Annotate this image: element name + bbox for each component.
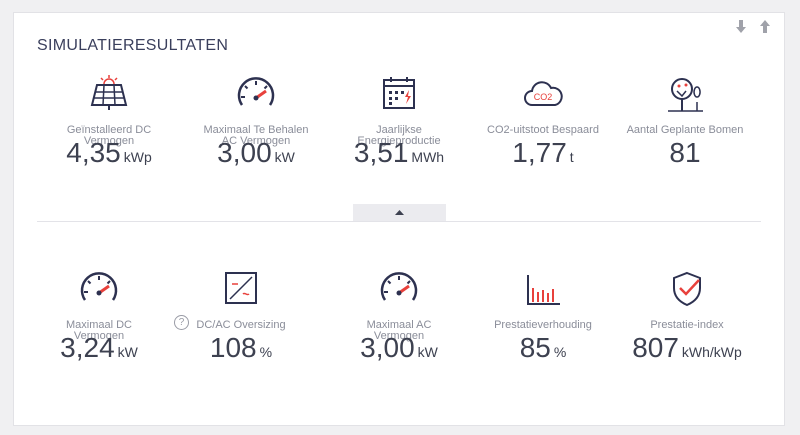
metric-unit: kWh/kWp xyxy=(681,344,742,360)
sort-arrows[interactable] xyxy=(734,19,774,35)
card-title: SIMULATIERESULTATEN xyxy=(37,37,229,54)
metric-unit: kW xyxy=(274,149,295,165)
metric-icon xyxy=(383,77,415,109)
metric-icon xyxy=(668,78,703,112)
metric-label: Maximaal AC Vermogen xyxy=(366,319,432,342)
results-card: SIMULATIERESULTATEN Geïnstalleerd DC Ver… xyxy=(13,12,785,426)
metric-label: Jaarlijkse Energieproductie xyxy=(357,124,441,147)
metric-value-row: 108% xyxy=(166,332,316,364)
metric-icon xyxy=(237,77,275,106)
metric-label: DC/AC Oversizing xyxy=(196,319,286,331)
metric-icon xyxy=(527,275,560,305)
metric-icon xyxy=(80,272,118,301)
metric-unit: MWh xyxy=(411,149,445,165)
metric-value-row: 3,51 MWh xyxy=(324,137,474,169)
metric-value: 85 xyxy=(519,332,551,363)
metric-icon xyxy=(225,272,257,304)
metric-value: 3,00 xyxy=(217,137,272,168)
metric-value: 108 xyxy=(209,332,257,363)
metric-value-row: 85% xyxy=(468,332,618,364)
metric-label: Prestatieverhouding xyxy=(494,319,592,331)
metric-value: 1,77 xyxy=(512,137,567,168)
metric-label: Geïnstalleerd DC Vermogen xyxy=(66,124,152,147)
metric-icon: CO2 xyxy=(524,81,563,106)
metric-icon xyxy=(673,271,701,307)
metric-unit: % xyxy=(553,344,567,360)
metric-value-row: 3,24 kW xyxy=(24,332,174,364)
metric-value: 3,24 xyxy=(60,332,115,363)
metric-value: 3,51 xyxy=(353,137,409,168)
metric-label: Maximaal DC Vermogen xyxy=(65,319,132,342)
metric-unit: % xyxy=(259,344,273,360)
metric-value: 81 xyxy=(669,137,701,168)
metric-label: Prestatie-index xyxy=(650,319,724,331)
metric-value: 4,35 xyxy=(66,137,121,168)
metric-value-row: 81 xyxy=(610,137,760,169)
metric-icon xyxy=(90,75,128,110)
collapse-toggle[interactable] xyxy=(353,204,446,221)
metric-unit: kW xyxy=(417,344,438,360)
help-icon[interactable]: ? xyxy=(174,315,189,330)
divider xyxy=(37,221,761,222)
metric-value-row: 4,35 kWp xyxy=(34,137,184,169)
metric-value-row: 3,00 kW xyxy=(324,332,474,364)
metric-unit: t xyxy=(569,149,574,165)
metric-icon xyxy=(380,272,418,301)
metric-label: CO2-uitstoot Bespaard xyxy=(487,124,599,136)
metric-value: 807 xyxy=(632,332,679,363)
metric-label: Aantal Geplante Bomen xyxy=(626,124,744,136)
metric-value-row: 3,00 kW xyxy=(181,137,331,169)
icon-text: CO2 xyxy=(534,92,553,102)
metric-value-row: 807 kWh/kWp xyxy=(612,332,762,364)
metric-unit: kWp xyxy=(123,149,152,165)
metric-value: 3,00 xyxy=(360,332,415,363)
metric-label: Maximaal Te Behalen AC Vermogen xyxy=(203,124,309,147)
metric-value-row: 1,77 t xyxy=(468,137,618,169)
metric-unit: kW xyxy=(117,344,138,360)
